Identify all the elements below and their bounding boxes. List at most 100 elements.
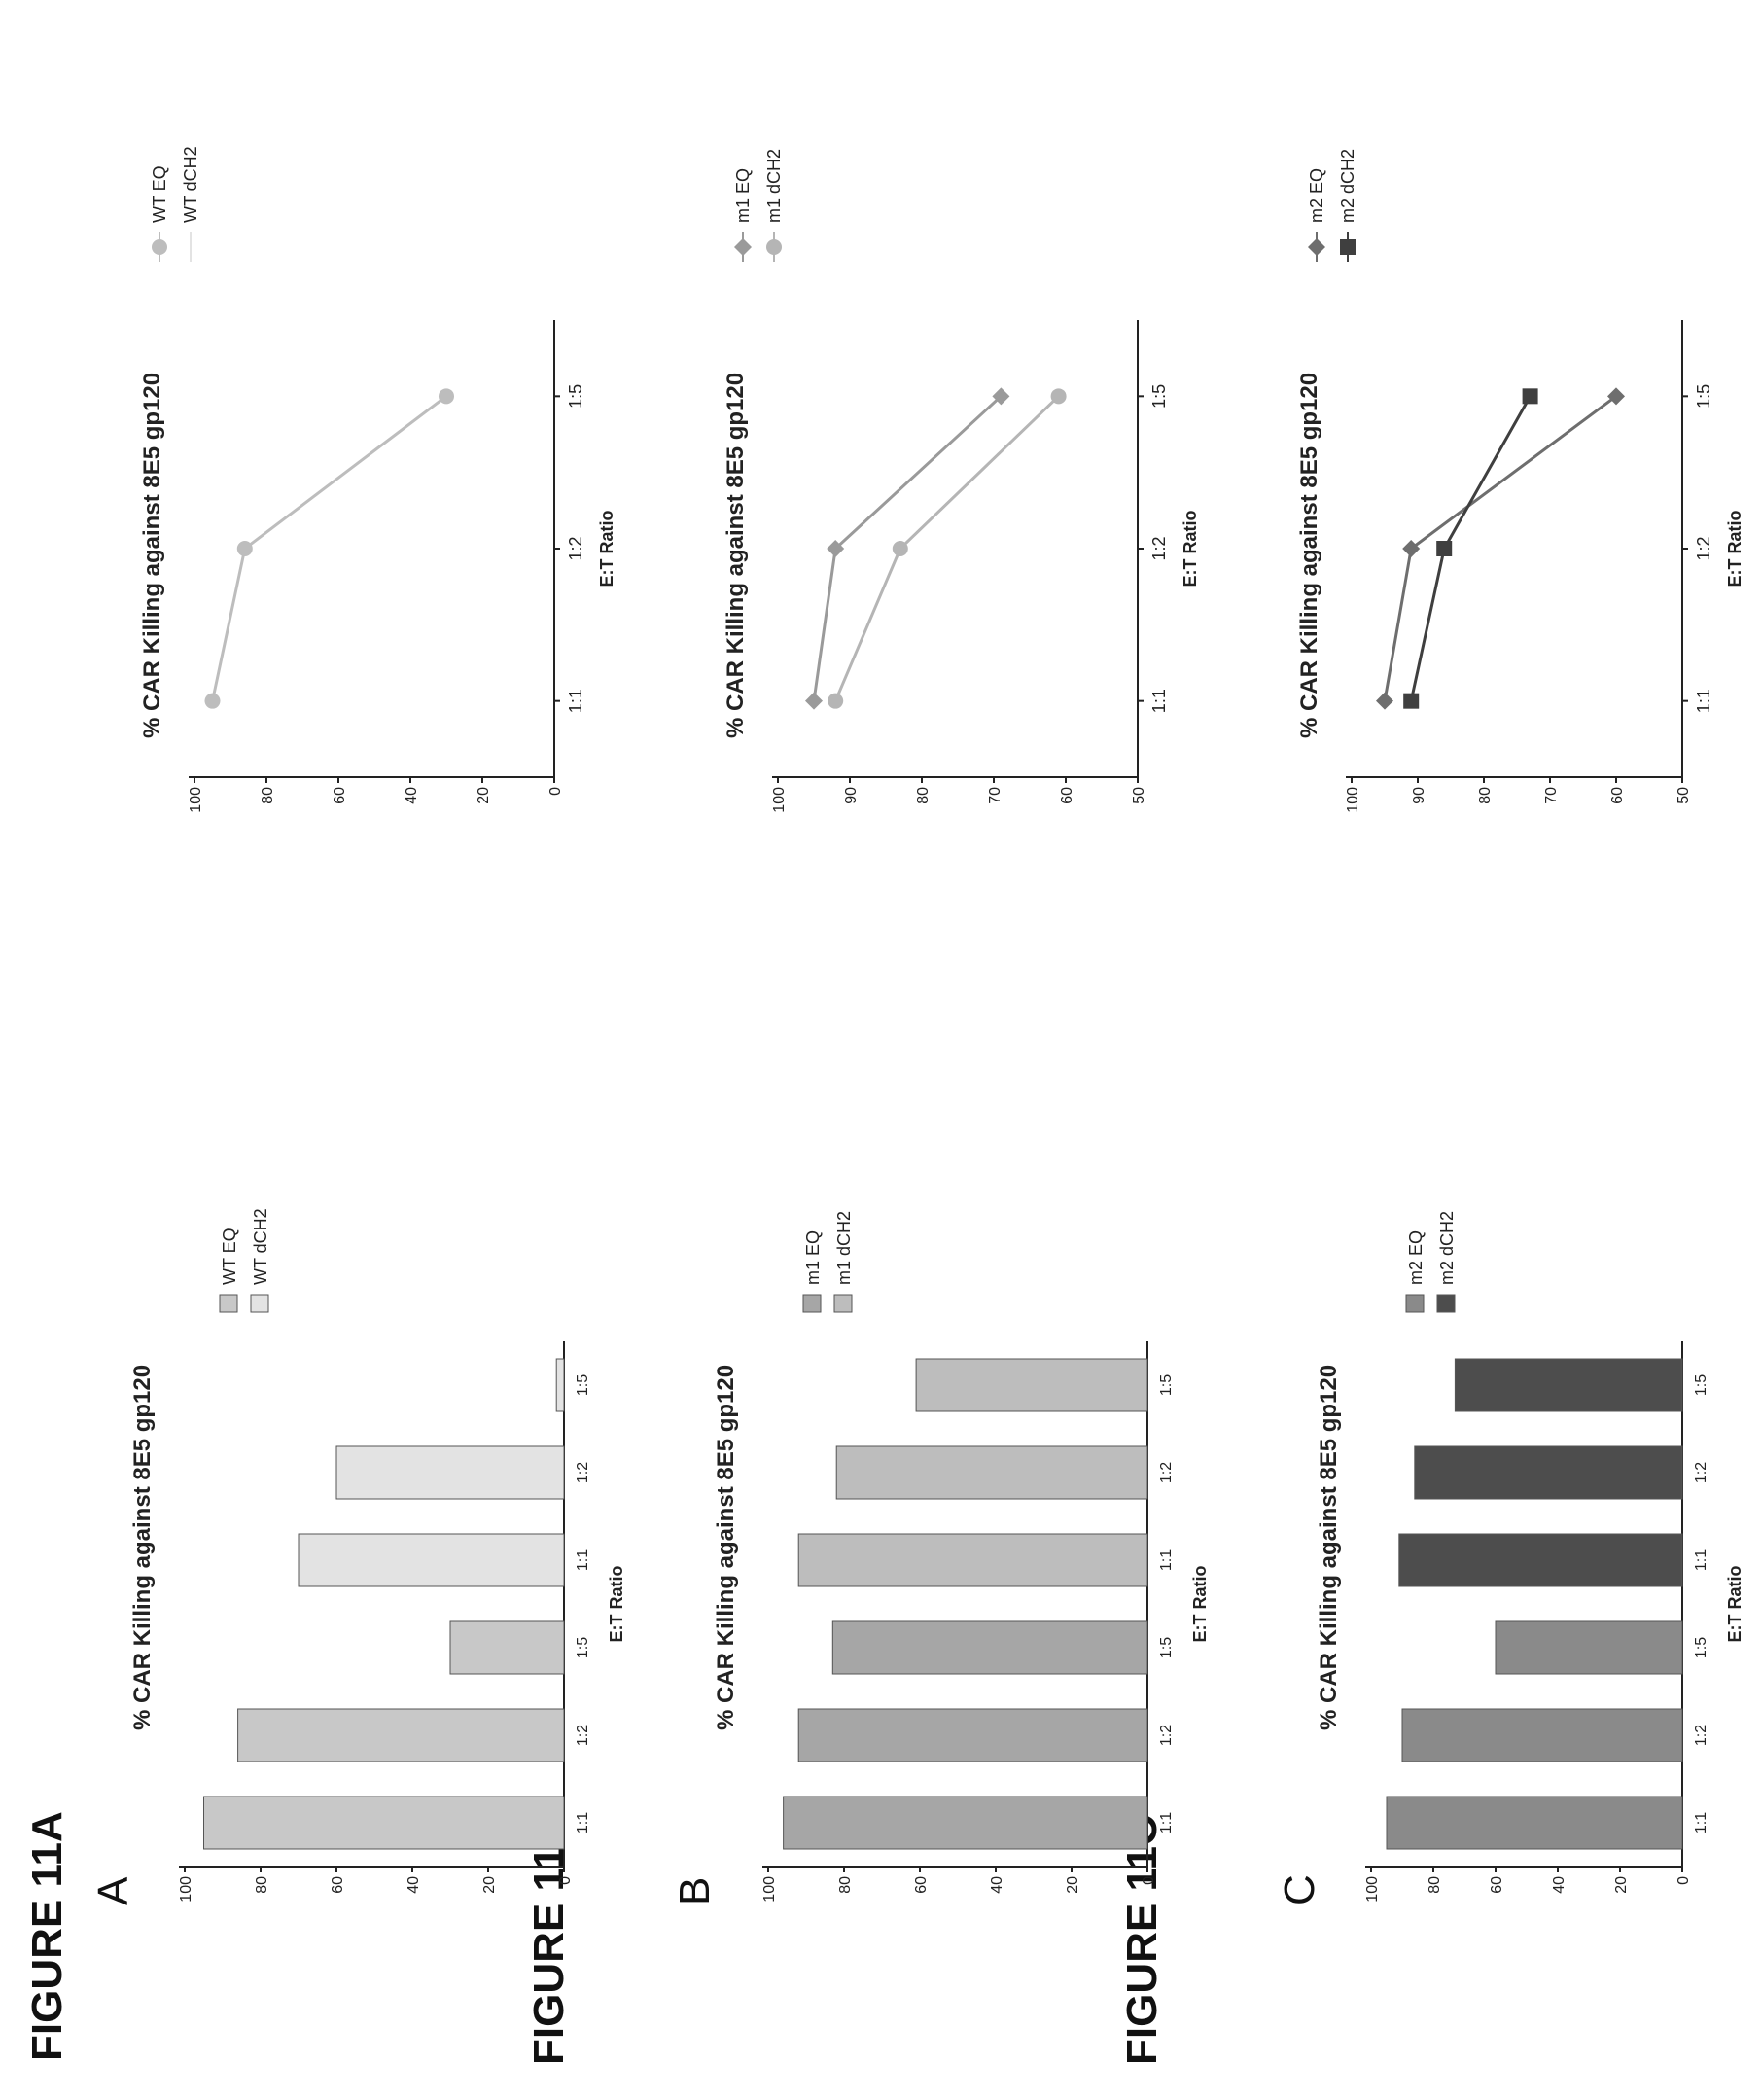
y-tick-label: 100 [188, 787, 204, 813]
legend-label: m2 dCH2 [1338, 149, 1357, 223]
data-point [805, 692, 823, 710]
y-tick-label: 60 [1489, 1876, 1505, 1894]
x-tick-label: 1:5 [566, 384, 585, 409]
bar [797, 1533, 1148, 1587]
data-point [828, 693, 844, 709]
bar [835, 1445, 1148, 1500]
y-tick-label: 20 [481, 1876, 498, 1894]
y-tick-label: 70 [987, 787, 1004, 804]
data-point [1376, 692, 1393, 710]
bar [1495, 1620, 1683, 1675]
x-tick-label: 1:2 [566, 536, 585, 560]
y-tick-label: 0 [557, 1876, 574, 1885]
x-tick-label: 1:1 [575, 1549, 591, 1571]
chart-c-line: % CAR Killing against 8E5 gp120 50 60 70 80 9… [1296, 149, 1744, 813]
y-tick-label: 90 [1411, 787, 1427, 804]
y-tick-label: 50 [1675, 787, 1692, 804]
data-point [892, 541, 908, 556]
y-tick-label: 100 [1364, 1876, 1381, 1903]
y-tick-label: 60 [913, 1876, 930, 1894]
legend-marker [152, 239, 167, 255]
y-tick-label: 60 [1059, 787, 1075, 804]
legend-label: WT dCH2 [251, 1208, 270, 1285]
y-tick-label: 20 [476, 787, 492, 804]
bar [797, 1708, 1148, 1762]
legend-label: m2 EQ [1307, 168, 1326, 223]
bar [1398, 1533, 1683, 1587]
bar [1454, 1358, 1683, 1412]
y-tick-label: 20 [1065, 1876, 1081, 1894]
legend-swatch [250, 1294, 269, 1313]
chart-a-bar: % CAR Killing against 8E5 gp120 0 20 40 60 80… [129, 1208, 626, 1902]
chart-title: % CAR Killing against 8E5 gp120 [1316, 1365, 1342, 1730]
x-axis-label: E:T Ratio [1725, 510, 1744, 587]
x-tick-label: 1:5 [1693, 1637, 1709, 1658]
chart-a-line: % CAR Killing against 8E5 gp120 0 20 40 60 80… [139, 146, 617, 813]
legend-label: WT dCH2 [181, 146, 200, 223]
y-tick-label: 70 [1543, 787, 1560, 804]
legend-marker [734, 238, 752, 256]
bar [237, 1708, 565, 1762]
x-tick-label: 1:5 [1158, 1374, 1175, 1396]
bar [335, 1445, 565, 1500]
y-tick-label: 90 [843, 787, 860, 804]
legend-label: m1 dCH2 [764, 149, 784, 223]
y-tick-label: 80 [1427, 1876, 1443, 1894]
legend-label: WT EQ [150, 165, 169, 223]
x-tick-label: 1:2 [1158, 1462, 1175, 1483]
legend-label: m1 EQ [803, 1230, 823, 1285]
legend-label: m1 EQ [733, 168, 753, 223]
series-line [1409, 395, 1532, 701]
data-point [1050, 388, 1067, 405]
bar [783, 1796, 1148, 1850]
bar [449, 1620, 565, 1675]
data-point [1436, 541, 1453, 556]
x-tick-label: 1:1 [575, 1812, 591, 1833]
x-tick-label: 1:2 [575, 1725, 591, 1746]
data-point [1403, 693, 1420, 709]
y-tick-label: 40 [989, 1876, 1005, 1894]
x-axis-label: E:T Ratio [597, 510, 617, 587]
legend-label: m2 EQ [1406, 1230, 1426, 1285]
bar [831, 1620, 1148, 1675]
x-tick-label: 1:5 [1693, 1374, 1709, 1396]
y-tick-label: 80 [260, 787, 276, 804]
chart-title: % CAR Killing against 8E5 gp120 [139, 373, 165, 738]
data-point [236, 541, 253, 556]
chart-b-line: % CAR Killing against 8E5 gp120 50 60 70 80 9… [722, 149, 1200, 813]
chart-title: % CAR Killing against 8E5 gp120 [129, 1365, 156, 1730]
x-tick-label: 1:1 [1694, 689, 1713, 713]
x-tick-label: 1:1 [1149, 689, 1169, 713]
bar [555, 1358, 565, 1412]
legend-label: WT EQ [220, 1228, 239, 1285]
y-tick-label: 60 [1609, 787, 1626, 804]
legend-marker [1308, 238, 1325, 256]
x-axis-label: E:T Ratio [1725, 1565, 1744, 1642]
x-tick-label: 1:1 [1693, 1812, 1709, 1833]
data-point [992, 387, 1010, 406]
y-tick-label: 80 [915, 787, 932, 804]
y-tick-label: 100 [1345, 787, 1361, 813]
y-tick-label: 60 [330, 1876, 346, 1894]
bar [1386, 1796, 1683, 1850]
y-tick-label: 0 [547, 787, 564, 796]
data-point [1522, 388, 1538, 405]
x-tick-label: 1:1 [566, 689, 585, 713]
y-tick-label: 40 [405, 1876, 422, 1894]
x-tick-label: 1:2 [575, 1462, 591, 1483]
legend-marker [1340, 239, 1356, 255]
data-point [1607, 387, 1625, 406]
data-point [204, 693, 221, 709]
chart-title: % CAR Killing against 8E5 gp120 [722, 373, 749, 738]
x-tick-label: 1:2 [1693, 1462, 1709, 1483]
x-tick-label: 1:5 [1158, 1637, 1175, 1658]
y-tick-label: 80 [1477, 787, 1494, 804]
x-tick-label: 1:5 [575, 1374, 591, 1396]
bar [298, 1533, 565, 1587]
y-tick-label: 0 [1675, 1876, 1692, 1885]
y-tick-label: 20 [1613, 1876, 1630, 1894]
bar [203, 1796, 565, 1850]
legend-swatch [833, 1294, 853, 1313]
y-tick-label: 40 [404, 787, 420, 804]
